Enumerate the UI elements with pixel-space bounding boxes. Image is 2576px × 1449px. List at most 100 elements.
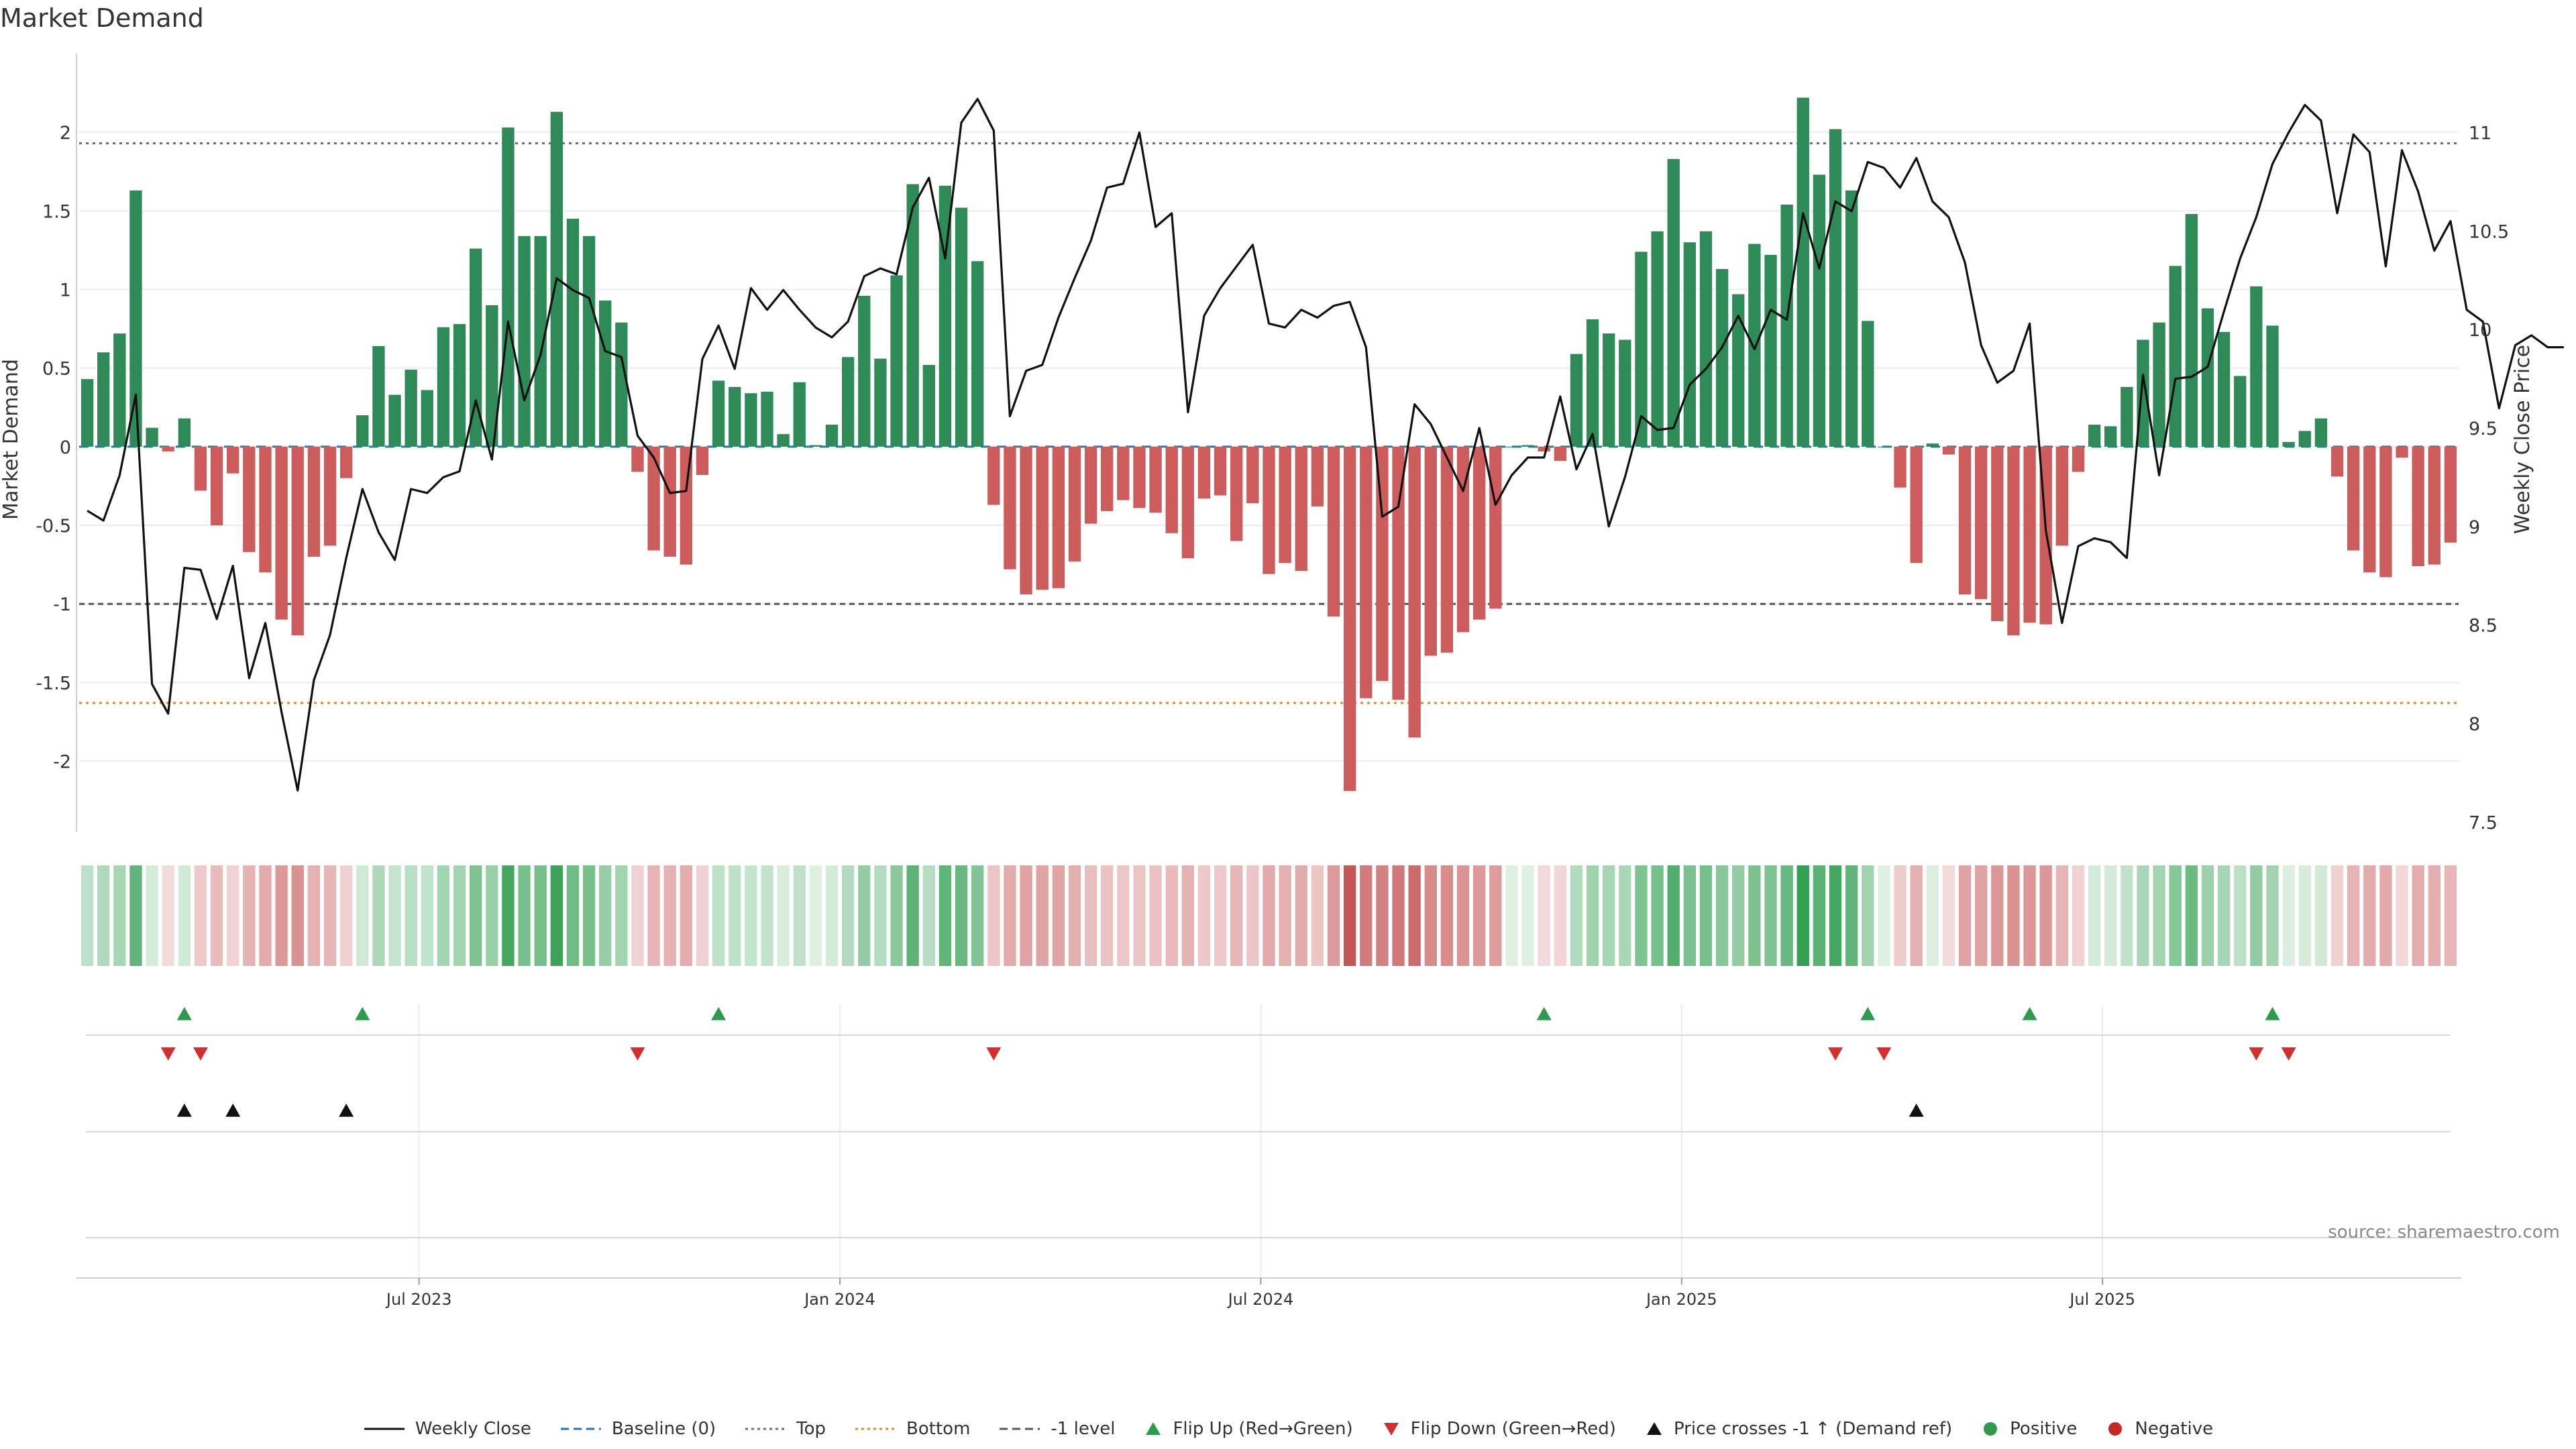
- y2-tick-label: 8.5: [2469, 616, 2498, 637]
- heat-cell: [1084, 865, 1097, 966]
- heat-cell: [1586, 865, 1599, 966]
- demand-bar-positive: [388, 394, 401, 447]
- heat-cell: [162, 865, 174, 966]
- demand-bar-positive: [1796, 97, 1809, 447]
- heat-cell: [339, 865, 353, 966]
- heat-cell: [2023, 865, 2036, 966]
- heat-cell: [1197, 865, 1211, 966]
- heat-cell: [307, 865, 321, 966]
- demand-bar-positive: [1780, 204, 1793, 447]
- heat-cell: [1440, 865, 1454, 966]
- demand-bar-negative: [2072, 446, 2085, 472]
- demand-bar-positive: [1586, 319, 1599, 447]
- heat-cell: [323, 865, 337, 966]
- x-axis: Jul 2023 Jan 2024 Jul 2024 Jan 2025 Jul 2025: [76, 1277, 2461, 1309]
- heat-cell: [922, 865, 935, 966]
- chart-legend: Weekly Close Baseline (0) Top Bottom -1 leve…: [0, 1409, 2576, 1449]
- flip-down-marker: [2249, 1047, 2264, 1061]
- demand-bar-negative: [1214, 446, 1227, 496]
- heat-cell: [1732, 865, 1745, 966]
- demand-bar-positive: [2104, 426, 2117, 447]
- demand-bar-negative: [663, 446, 676, 557]
- heat-cell: [1554, 865, 1566, 966]
- heat-cell: [1521, 865, 1534, 966]
- heat-cell: [534, 865, 547, 966]
- legend-item: Baseline (0): [559, 1419, 716, 1439]
- demand-bar-positive: [1748, 244, 1761, 447]
- legend-label: Baseline (0): [611, 1419, 716, 1439]
- heat-cell: [680, 865, 693, 966]
- heat-cell: [502, 865, 515, 966]
- heat-cell: [1327, 865, 1340, 966]
- heat-cell: [582, 865, 596, 966]
- heat-cell: [2298, 865, 2311, 966]
- demand-bar-positive: [1926, 443, 1939, 447]
- y2-tick-label: 8: [2469, 714, 2480, 735]
- demand-bar-positive: [922, 365, 935, 447]
- y-tick-label: 1.5: [42, 201, 71, 222]
- demand-bar-negative: [1181, 446, 1195, 559]
- demand-bar-negative: [323, 446, 337, 546]
- demand-bar-negative: [1165, 446, 1178, 533]
- heat-cell: [647, 865, 660, 966]
- demand-bar-positive: [1603, 333, 1615, 447]
- demand-bar-positive: [1635, 252, 1648, 447]
- heat-cell: [2072, 865, 2085, 966]
- heat-cell: [1020, 865, 1032, 966]
- heat-cell: [275, 865, 288, 966]
- heat-cell: [1910, 865, 1923, 966]
- heat-cell: [663, 865, 676, 966]
- demand-bar-positive: [2169, 266, 2182, 447]
- heat-cell: [2039, 865, 2052, 966]
- price-cross-marker: [225, 1104, 241, 1117]
- legend-label: Weekly Close: [415, 1419, 531, 1439]
- price-cross-marker: [1909, 1104, 1924, 1117]
- demand-bar-negative: [1958, 446, 1972, 595]
- heat-cell: [2412, 865, 2424, 966]
- demand-bar-negative: [680, 446, 693, 565]
- heat-cell: [1149, 865, 1162, 966]
- demand-bar-positive: [938, 185, 952, 447]
- flip-down-marker: [160, 1047, 176, 1061]
- demand-bar-negative: [1991, 446, 2004, 621]
- flip-down-marker: [2281, 1047, 2296, 1061]
- heat-cell: [1958, 865, 1972, 966]
- price-cross-marker: [176, 1104, 192, 1117]
- demand-bar-negative: [1197, 446, 1211, 499]
- heat-cell: [210, 865, 223, 966]
- demand-bar-positive: [502, 127, 515, 447]
- heat-cell: [113, 865, 126, 966]
- heat-cell: [1926, 865, 1939, 966]
- demand-bar-positive: [890, 275, 903, 447]
- heat-cell: [486, 865, 498, 966]
- demand-bar-positive: [518, 235, 531, 447]
- heat-cell: [129, 865, 142, 966]
- heat-cell: [2266, 865, 2279, 966]
- heat-cell: [453, 865, 466, 966]
- demand-bar-negative: [1910, 446, 1923, 564]
- heat-cell: [2282, 865, 2295, 966]
- demand-bar-positive: [566, 219, 580, 447]
- legend-item: Positive: [1980, 1419, 2077, 1439]
- heat-cell: [2104, 865, 2117, 966]
- legend-item: -1 level: [998, 1419, 1115, 1439]
- demand-bar-positive: [2217, 331, 2231, 447]
- demand-bar-negative: [2347, 446, 2360, 551]
- y-tick-label: 0.5: [42, 359, 71, 380]
- legend-label: Bottom: [906, 1419, 971, 1439]
- demand-bar-negative: [1424, 446, 1437, 656]
- legend-label: Positive: [2010, 1419, 2078, 1439]
- heat-cell: [1862, 865, 1874, 966]
- reference-levels: [79, 142, 2459, 704]
- demand-bar-negative: [1101, 446, 1114, 511]
- heat-cell: [1473, 865, 1486, 966]
- heat-cell: [1311, 865, 1324, 966]
- legend-item: Bottom: [854, 1419, 970, 1439]
- flip-down-marker: [1828, 1047, 1843, 1061]
- heat-cell: [2396, 865, 2408, 966]
- legend-key-icon: [1383, 1423, 1399, 1436]
- heat-cell: [1683, 865, 1697, 966]
- heat-cell: [1165, 865, 1178, 966]
- demand-bar-positive: [453, 324, 466, 447]
- demand-bar-negative: [1440, 446, 1454, 653]
